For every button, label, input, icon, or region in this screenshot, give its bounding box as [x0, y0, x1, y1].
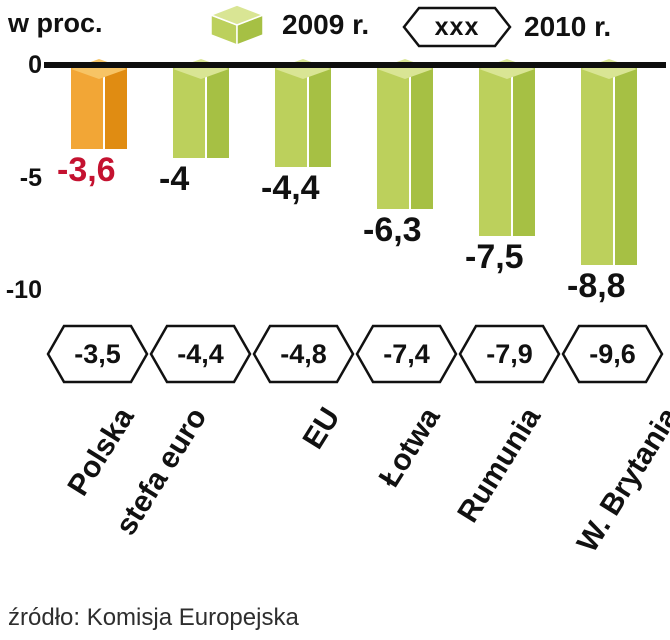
unit-label: w proc.	[8, 8, 103, 38]
zero-axis-line	[44, 62, 666, 68]
bar-3d-legend-icon	[208, 4, 266, 46]
hex-value-label-3: -7,4	[383, 338, 430, 369]
legend-label-2009: 2009 r.	[282, 9, 370, 40]
category-label-4: Rumunia	[450, 402, 547, 529]
hex-value-label-4: -7,9	[486, 338, 533, 369]
bar-value-label-1: -4	[159, 160, 190, 198]
bar-2009-3	[377, 59, 433, 209]
hex-2010-1: -4,4	[149, 324, 252, 384]
hex-2010-3: -7,4	[355, 324, 458, 384]
legend-label-2010: 2010 r.	[524, 11, 612, 42]
legend-item-2009: 2009 r.	[204, 4, 369, 46]
category-label-5: W. Brytania	[570, 402, 670, 559]
hexagon-legend-icon: xxx	[402, 6, 512, 48]
bar-side-face	[411, 68, 433, 209]
hex-2010-2: -4,8	[252, 324, 355, 384]
y-tick-neg5: -5	[19, 164, 42, 192]
bar-front-face	[275, 68, 309, 167]
y-tick-0: 0	[28, 51, 42, 79]
hex-value-label-0: -3,5	[74, 338, 121, 369]
bar-value-label-2: -4,4	[261, 169, 320, 207]
category-label-3: Łotwa	[373, 402, 447, 493]
hex-value-label-5: -9,6	[589, 338, 636, 369]
bar-side-face	[309, 68, 331, 167]
plot-area: -3,6 -4 -4,4 -6,3 -7,5 -8,8	[48, 59, 660, 318]
bar-side-face	[513, 68, 535, 236]
bar-side-face	[615, 68, 637, 265]
hexagon-legend-outline	[402, 6, 512, 48]
hex-2010-5: -9,6	[561, 324, 664, 384]
bar-front-face	[479, 68, 513, 236]
bar-2009-1	[173, 59, 229, 158]
bar-2009-0	[71, 59, 127, 149]
bar-value-label-3: -6,3	[363, 211, 422, 249]
hexagon-outline	[561, 324, 664, 384]
bar-2009-5	[581, 59, 637, 265]
bar-front-face	[71, 68, 105, 149]
bar-value-label-4: -7,5	[465, 238, 524, 276]
legend-hex-text: xxx	[434, 12, 480, 41]
bar-value-label-5: -8,8	[567, 267, 626, 305]
hexagon-outline	[252, 324, 355, 384]
category-label-2: EU	[296, 402, 347, 455]
bar-front-face	[173, 68, 207, 158]
bar-value-label-0: -3,6	[57, 151, 116, 189]
hexagon-outline	[355, 324, 458, 384]
category-label-0: Polska	[61, 402, 141, 502]
hex-value-label-1: -4,4	[177, 338, 224, 369]
bar-2009-2	[275, 59, 331, 167]
bar-2009-4	[479, 59, 535, 236]
bar-side-face	[105, 68, 127, 149]
hexagon-outline	[458, 324, 561, 384]
hex-2010-4: -7,9	[458, 324, 561, 384]
hex-2010-0: -3,5	[46, 324, 149, 384]
y-tick-neg10: -10	[5, 276, 42, 304]
hexagon-outline	[149, 324, 252, 384]
hex-value-label-2: -4,8	[280, 338, 327, 369]
bar-front-face	[581, 68, 615, 265]
source-label: źródło: Komisja Europejska	[8, 604, 299, 631]
bar-side-face	[207, 68, 229, 158]
legend-item-2010: xxx 2010 r.	[402, 6, 611, 48]
bar-front-face	[377, 68, 411, 209]
hexagon-outline	[46, 324, 149, 384]
hexagon-row: -3,5 -4,4 -4,8 -7,4 -7,9 -9,6	[46, 324, 664, 384]
